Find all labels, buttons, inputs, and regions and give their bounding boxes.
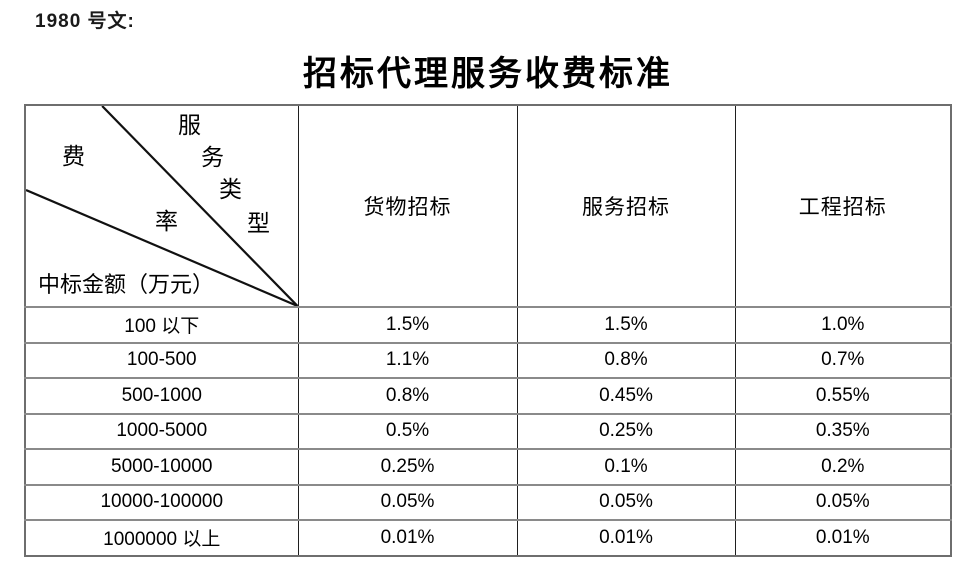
corner-axis-top-char: 类 xyxy=(219,177,242,202)
table-row: 5000-10000 0.25% 0.1% 0.2% xyxy=(25,449,951,486)
header-row: 服 务 类 型 费 率 中标金额（万元） 货物招标 服务招标 工程招标 xyxy=(25,105,951,308)
page-title: 招标代理服务收费标准 xyxy=(303,56,673,93)
rate-cell: 1.1% xyxy=(298,342,518,379)
corner-axis-top-char: 务 xyxy=(201,145,224,170)
rate-cell: 0.05% xyxy=(517,484,736,521)
table-row: 1000-5000 0.5% 0.25% 0.35% xyxy=(25,413,951,450)
table-row: 500-1000 0.8% 0.45% 0.55% xyxy=(25,378,951,415)
table-row: 100-500 1.1% 0.8% 0.7% xyxy=(25,342,951,379)
corner-bottom-label: 中标金额（万元） xyxy=(38,272,215,297)
fee-standard-table: 服 务 类 型 费 率 中标金额（万元） 货物招标 服务招标 工程招标 100 … xyxy=(24,104,952,557)
rate-cell: 0.45% xyxy=(517,378,736,415)
column-header-goods: 货物招标 xyxy=(298,105,518,308)
diagonal-header-cell: 服 务 类 型 费 率 中标金额（万元） xyxy=(25,105,299,308)
rate-cell: 0.01% xyxy=(815,526,870,548)
rate-cell: 1.5% xyxy=(517,307,736,344)
amount-range-cell: 10000-100000 xyxy=(25,484,299,521)
amount-range-cell: 500-1000 xyxy=(25,378,299,415)
corner-axis-top-char: 服 xyxy=(178,113,201,138)
rate-cell: 0.55% xyxy=(735,378,951,415)
rate-cell: 0.2% xyxy=(735,449,951,486)
corner-axis-top-char: 型 xyxy=(247,211,270,236)
diagonal-lines xyxy=(26,106,298,306)
rate-cell: 0.8% xyxy=(517,342,736,379)
rate-cell: 0.25% xyxy=(298,449,518,486)
amount-range-cell: 5000-10000 xyxy=(25,449,299,486)
rate-cell: 0.01% xyxy=(298,520,518,556)
table-row: 10000-100000 0.05% 0.05% 0.05% xyxy=(25,484,951,521)
rate-cell: 0.05% xyxy=(735,484,951,521)
table-row: 100 以下 1.5% 1.5% 1.0% xyxy=(25,307,951,344)
rate-cell: 1.5% xyxy=(298,307,518,344)
rate-cell: 0.35% xyxy=(735,413,951,450)
corner-axis-left-char: 率 xyxy=(155,209,178,234)
column-header-engineering: 工程招标 xyxy=(735,105,951,308)
rate-cell: 0.1% xyxy=(517,449,736,486)
rate-cell: 0.25% xyxy=(517,413,736,450)
rate-cell: 0.7% xyxy=(735,342,951,379)
amount-range-cell: 100-500 xyxy=(25,342,299,379)
column-header-service: 服务招标 xyxy=(517,105,736,308)
table-row: 1000000 以上 0.01% 0.01% 0.01% xyxy=(25,520,951,556)
corner-axis-left-char: 费 xyxy=(62,144,85,169)
amount-range-cell: 1000000 以上 xyxy=(25,520,299,556)
rate-cell: 0.8% xyxy=(298,378,518,415)
rate-cell: 1.0% xyxy=(735,307,951,344)
amount-range-cell: 100 以下 xyxy=(25,307,299,344)
amount-range-cell: 1000-5000 xyxy=(25,413,299,450)
rate-cell: 0.01% xyxy=(517,520,736,556)
rate-cell: 0.5% xyxy=(298,413,518,450)
rate-cell: 0.05% xyxy=(298,484,518,521)
doc-ref-label: 1980 号文: xyxy=(35,11,135,32)
